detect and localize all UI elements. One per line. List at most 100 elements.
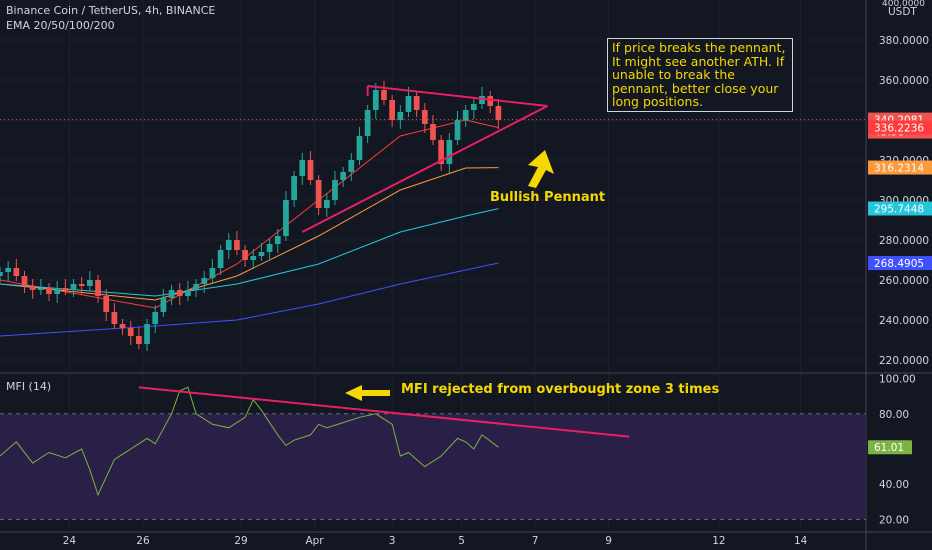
candle-body [119,324,126,328]
candle-body [136,336,142,344]
candle-body [397,112,404,120]
candle [470,97,477,119]
price-tick-label: 220.0000 [879,355,929,367]
price-tick-label: 280.0000 [879,235,929,247]
time-axis[interactable]: 24 26 29 Apr 3 5 7 9 12 14 [63,535,808,547]
candle-body [209,268,216,278]
candle [87,271,93,291]
time-tick-label: 12 [712,535,725,547]
candle [348,153,355,181]
candle-body [54,288,61,294]
time-tick-label: Apr [305,535,324,547]
candle-body [283,200,289,236]
price-badge-text: 268.4905 [874,258,924,270]
candle-body [348,160,355,172]
candle-body [250,256,257,260]
candle-body [356,136,363,160]
price-tick-label: 380.0000 [879,35,929,47]
candle-body [421,110,428,124]
candle [487,91,494,113]
candle [332,171,338,205]
candle [242,245,248,267]
candle-body [413,96,420,110]
candle [37,279,44,295]
candle [274,229,281,253]
candles [0,81,502,351]
candle-body [70,284,77,290]
price-badge: 336.2236 [868,120,932,135]
candle [13,259,20,281]
candle [193,279,199,297]
candle [307,151,314,185]
candle-body [323,200,330,208]
pennant-arrow-icon [528,150,554,188]
candle-body [430,124,436,140]
mfi-tick-label: 20.00 [879,514,909,526]
candle-body [217,250,224,268]
candle-body [454,120,461,140]
candle-body [258,252,265,256]
candle-body [127,328,134,336]
candle [144,319,150,351]
candle-body [29,286,36,290]
mfi-tick-label: 40.00 [879,479,909,491]
price-badge-text: 316.2314 [874,163,924,175]
currency-label: USDT [888,6,917,18]
candle-body [242,250,248,260]
candle-body [5,268,12,272]
candle [78,277,85,295]
candle-body [340,172,346,180]
candle [291,171,297,207]
candle-body [185,290,191,296]
candle-body [160,298,167,312]
candle-body [495,106,502,120]
candle [21,271,28,293]
candle-body [274,236,281,244]
ema-legend[interactable]: EMA 20/50/100/200 [6,19,115,32]
candle-body [95,280,101,296]
candle-body [266,244,273,252]
candle [364,105,371,143]
candle [266,239,273,259]
mfi-tick-label: 100.00 [879,374,916,386]
candle [421,103,428,133]
annotation-arrows [345,150,554,401]
price-badge: 316.2314 [868,160,932,175]
candle [209,259,216,283]
candle [225,233,232,259]
price-tick-label: 360.0000 [879,75,929,87]
candle [258,243,265,261]
candle [438,135,445,171]
candle-body [446,140,453,164]
price-tick-label: 240.0000 [879,315,929,327]
symbol-title[interactable]: Binance Coin / TetherUS, 4h, BINANCE [6,4,216,17]
candle-body [291,176,297,200]
pennant-label: Bullish Pennant [490,190,606,205]
candle-body [46,288,52,294]
price-badge: 295.7448 [868,201,932,216]
candle-body [405,96,412,112]
candle [5,261,12,281]
mfi-panel [0,386,866,520]
candle-body [364,110,371,136]
mfi-legend[interactable]: MFI (14) [6,380,52,393]
candle-body [176,290,183,296]
price-badge-text: 336.2236 [874,123,924,135]
candle-body [332,180,338,200]
candle-body [225,240,232,250]
price-axis[interactable]: 220.0000240.0000260.0000280.0000300.0000… [868,35,932,526]
price-badge-text: 295.7448 [874,204,924,216]
price-tick-label: 260.0000 [879,275,929,287]
ema-line-ema100 [0,208,499,297]
ema-line-ema50 [0,167,499,301]
candle [454,111,461,145]
candle-body [389,100,396,120]
candle-body [0,272,3,276]
candle-body [111,312,118,324]
candle-body [479,96,485,104]
candle-body [307,160,314,180]
time-tick-label: 14 [794,535,808,547]
time-tick-label: 26 [136,535,150,547]
candle-body [201,278,208,284]
candle-body [21,276,28,286]
